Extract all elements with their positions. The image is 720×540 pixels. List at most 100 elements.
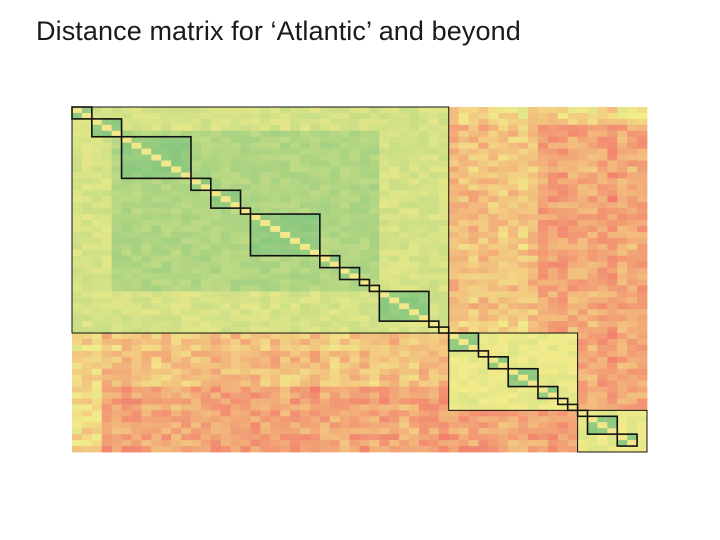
heatmap-cell	[161, 208, 172, 215]
heatmap-cell	[488, 130, 499, 138]
heatmap-cell	[210, 148, 222, 155]
heatmap-cell	[240, 380, 251, 387]
heatmap-cell	[230, 202, 241, 209]
heatmap-cell	[349, 303, 360, 310]
heatmap-cell	[319, 184, 331, 191]
heatmap-cell	[518, 350, 529, 358]
heatmap-cell	[141, 124, 152, 132]
heatmap-cell	[230, 309, 241, 316]
heatmap-cell	[121, 160, 132, 167]
heatmap-cell	[190, 214, 202, 221]
heatmap-cell	[230, 392, 241, 399]
heatmap-cell	[300, 309, 311, 316]
heatmap-cell	[399, 386, 410, 393]
heatmap-cell	[488, 285, 499, 292]
heatmap-cell	[617, 303, 628, 310]
heatmap-cell	[587, 398, 598, 405]
heatmap-cell	[240, 356, 251, 364]
heatmap-cell	[438, 344, 450, 352]
heatmap-cell	[260, 220, 271, 227]
heatmap-cell	[210, 386, 222, 393]
heatmap-cell	[478, 356, 489, 364]
heatmap-cell	[537, 333, 549, 340]
heatmap-cell	[448, 440, 460, 447]
heatmap-cell	[627, 398, 638, 405]
heatmap-cell	[339, 243, 350, 251]
heatmap-cell	[161, 107, 172, 114]
heatmap-cell	[508, 107, 519, 114]
heatmap-cell	[309, 130, 321, 138]
heatmap-cell	[101, 237, 113, 245]
heatmap-cell	[111, 178, 122, 185]
heatmap-cell	[488, 249, 499, 257]
heatmap-cell	[161, 112, 172, 120]
heatmap-cell	[151, 333, 162, 340]
heatmap-cell	[359, 333, 370, 340]
heatmap-cell	[418, 124, 430, 132]
heatmap-cell	[438, 160, 450, 167]
heatmap-cell	[508, 142, 519, 150]
heatmap-cell	[81, 231, 93, 239]
heatmap-cell	[458, 172, 469, 179]
heatmap-cell	[627, 225, 638, 233]
heatmap-cell	[190, 434, 202, 441]
heatmap-cell	[627, 136, 638, 144]
heatmap-cell	[250, 124, 261, 132]
heatmap-cell	[577, 333, 588, 340]
heatmap-cell	[448, 398, 460, 405]
heatmap-cell	[528, 315, 539, 322]
heatmap-cell	[537, 404, 549, 411]
heatmap-cell	[428, 255, 440, 263]
heatmap-cell	[161, 404, 172, 411]
heatmap-cell	[359, 196, 370, 203]
heatmap-cell	[537, 243, 549, 251]
heatmap-cell	[240, 392, 251, 399]
heatmap-cell	[230, 220, 241, 227]
heatmap-cell	[587, 297, 598, 304]
heatmap-cell	[468, 291, 479, 298]
heatmap-cell	[91, 303, 103, 310]
heatmap-cell	[290, 202, 301, 209]
heatmap-cell	[399, 446, 410, 453]
heatmap-cell	[389, 142, 400, 150]
heatmap-cell	[339, 333, 350, 340]
heatmap-cell	[210, 333, 222, 340]
heatmap-cell	[260, 184, 271, 191]
heatmap-cell	[428, 160, 440, 167]
heatmap-cell	[300, 172, 311, 179]
heatmap-cell	[220, 321, 232, 328]
heatmap-cell	[329, 362, 341, 370]
heatmap-cell	[111, 297, 122, 304]
heatmap-cell	[260, 142, 271, 150]
heatmap-cell	[478, 112, 489, 120]
heatmap-cell	[260, 172, 271, 179]
heatmap-cell	[389, 154, 400, 161]
heatmap-cell	[111, 136, 122, 144]
heatmap-cell	[339, 327, 350, 334]
heatmap-cell	[488, 255, 499, 263]
heatmap-cell	[220, 273, 232, 280]
heatmap-cell	[369, 166, 380, 173]
heatmap-cell	[101, 279, 113, 286]
heatmap-cell	[151, 350, 162, 358]
heatmap-cell	[91, 220, 103, 227]
heatmap-cell	[399, 279, 410, 286]
heatmap-cell	[557, 166, 569, 173]
heatmap-cell	[399, 190, 410, 197]
heatmap-cell	[627, 404, 638, 411]
heatmap-cell	[537, 184, 549, 191]
heatmap-cell	[349, 220, 360, 227]
heatmap-cell	[428, 214, 440, 221]
heatmap-cell	[91, 434, 103, 441]
heatmap-cell	[220, 160, 232, 167]
heatmap-cell	[577, 374, 588, 382]
heatmap-cell	[121, 303, 132, 310]
heatmap-cell	[200, 434, 212, 441]
heatmap-cell	[81, 273, 93, 280]
heatmap-cell	[200, 279, 212, 286]
heatmap-cell	[270, 154, 281, 161]
heatmap-cell	[210, 267, 222, 274]
heatmap-cell	[528, 356, 539, 364]
heatmap-cell	[577, 178, 588, 185]
heatmap-cell	[141, 404, 152, 411]
